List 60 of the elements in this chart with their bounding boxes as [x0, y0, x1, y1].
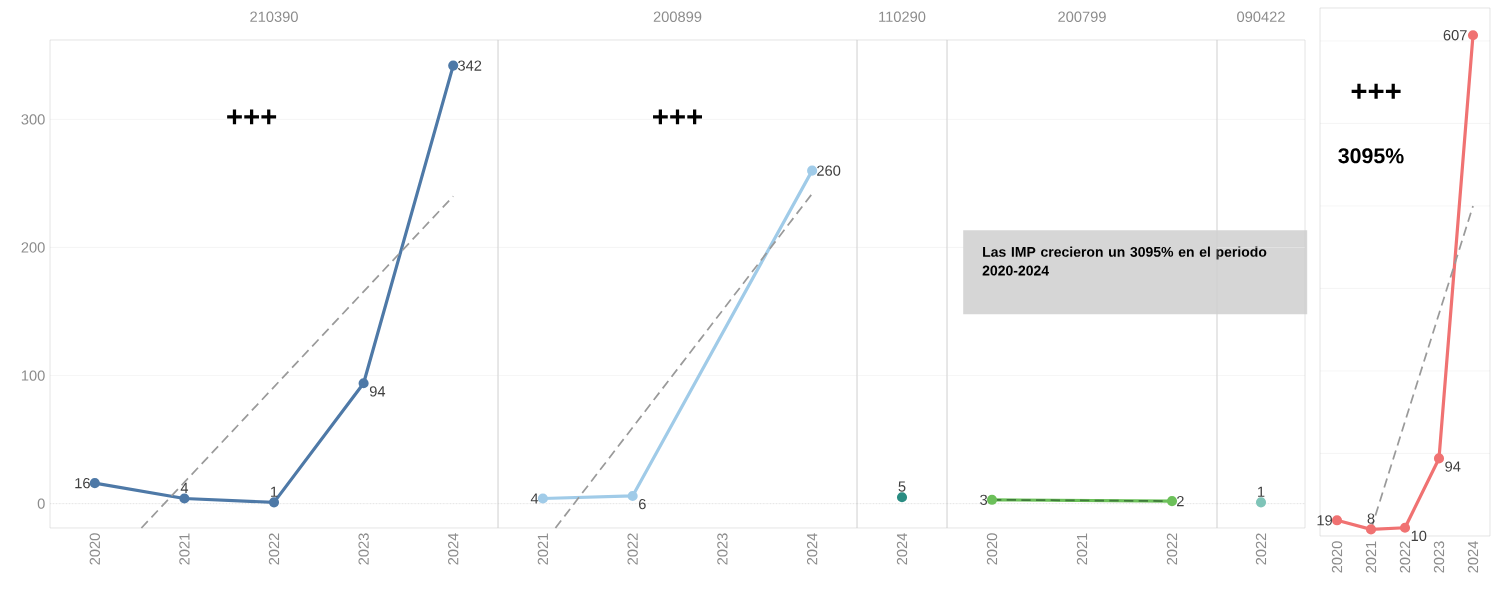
point	[358, 378, 369, 389]
y-tick-label: 100	[21, 370, 45, 381]
data-label: 3	[980, 494, 988, 505]
annotation: Las IMP crecieron un 3095% en el periodo 2020-2024	[982, 246, 1267, 276]
point	[1467, 30, 1479, 41]
x-tick-label: 2024	[806, 533, 818, 565]
data-label: 16	[75, 477, 90, 489]
x-tick-label: 2023	[717, 533, 728, 565]
x-tick-label: 2022	[1166, 533, 1178, 565]
data-label: 1	[271, 486, 278, 497]
data-label: 607	[1443, 30, 1467, 41]
point	[448, 60, 459, 71]
data-label: 94	[1445, 461, 1461, 472]
annotation: +++	[653, 109, 702, 125]
data-label: 4	[530, 493, 539, 504]
annotation: 3095%	[1338, 148, 1404, 164]
point	[179, 493, 190, 504]
point	[1365, 524, 1377, 535]
data-label: 4	[180, 482, 189, 493]
data-label: 19	[1317, 515, 1333, 526]
point	[268, 497, 280, 508]
x-tick-label: 2024	[896, 533, 908, 565]
chart-title: 210390	[250, 11, 298, 22]
x-tick-label: 2020	[986, 533, 998, 565]
annotation: +++	[1351, 83, 1401, 99]
chart-title: 200899	[653, 11, 702, 22]
x-tick-label: 2024	[448, 533, 459, 565]
x-tick-label: 2022	[268, 533, 280, 565]
y-tick-label: 200	[21, 242, 45, 253]
data-label: 94	[369, 386, 386, 397]
point	[89, 478, 100, 489]
data-label: 342	[458, 60, 482, 71]
y-tick-label: 300	[21, 114, 45, 125]
data-label: 260	[817, 165, 841, 176]
data-label: 5	[898, 481, 906, 492]
x-tick-label: 2022	[627, 533, 638, 565]
x-tick-label: 2021	[1365, 541, 1377, 573]
x-tick-label: 2020	[89, 533, 101, 565]
x-tick-label: 2021	[537, 533, 549, 565]
x-tick-label: 2023	[1433, 541, 1445, 573]
x-tick-label: 2022	[1399, 541, 1411, 573]
chart-title: 200799	[1058, 11, 1106, 22]
x-tick-label: 2021	[179, 533, 190, 565]
data-label: 1	[1258, 486, 1265, 497]
point	[1331, 515, 1343, 526]
x-tick-label: 2024	[1467, 541, 1479, 573]
data-label: 8	[1367, 513, 1375, 524]
data-label: 6	[638, 498, 646, 510]
point	[1433, 453, 1445, 464]
annotation: +++	[227, 109, 277, 125]
point	[1399, 522, 1411, 533]
x-tick-label: 2022	[1255, 533, 1267, 565]
x-tick-label: 2021	[1076, 533, 1088, 565]
data-label: 10	[1411, 530, 1427, 542]
x-tick-label: 2020	[1331, 541, 1343, 573]
x-tick-label: 2023	[358, 533, 369, 565]
data-label: 2	[1177, 495, 1184, 507]
y-tick-label: 0	[37, 498, 45, 509]
chart-title: 090422	[1237, 11, 1285, 22]
chart-title: 110290	[879, 11, 926, 22]
